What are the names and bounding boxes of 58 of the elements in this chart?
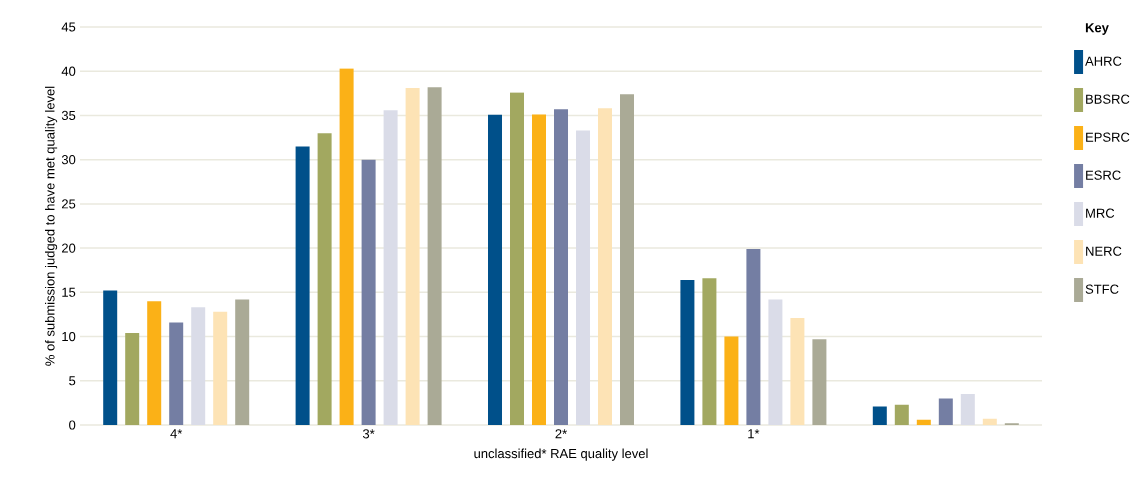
bar <box>680 279 695 425</box>
bar <box>191 307 206 425</box>
bar <box>702 278 717 425</box>
legend-label: STFC <box>1085 284 1119 294</box>
bar <box>746 249 761 425</box>
x-axis-title: unclassified* RAE quality level <box>474 448 648 461</box>
x-tick-label: 1* <box>748 429 760 439</box>
bar <box>554 109 569 425</box>
legend-label: MRC <box>1086 208 1115 218</box>
bar <box>598 108 613 425</box>
bar <box>488 114 503 425</box>
bar <box>938 398 953 425</box>
bar <box>103 290 118 425</box>
bar <box>510 92 525 425</box>
bar <box>383 110 398 425</box>
legend-label: NERC <box>1086 246 1122 256</box>
bar <box>982 418 997 425</box>
bar <box>317 133 332 425</box>
y-tick-label: 25 <box>62 199 76 209</box>
bar <box>790 317 805 425</box>
bar <box>916 419 931 425</box>
bar <box>620 94 635 425</box>
y-tick-label: 0 <box>69 420 76 430</box>
y-tick-label: 40 <box>61 66 76 76</box>
legend-label: ESRC <box>1086 170 1121 180</box>
bar <box>532 114 547 425</box>
legend-label: EPSRC <box>1086 132 1130 142</box>
bar <box>768 299 783 425</box>
x-tick-label: 2* <box>555 429 567 439</box>
y-tick-label: 10 <box>62 331 76 342</box>
bar <box>295 146 310 425</box>
bar <box>405 88 420 425</box>
bar <box>872 406 887 425</box>
bar <box>125 333 140 425</box>
legend-label: BBSRC <box>1086 94 1130 104</box>
bar <box>576 130 591 425</box>
x-tick-label: 4* <box>170 429 183 439</box>
legend-title: Key <box>1085 23 1109 35</box>
y-tick-label: 35 <box>61 110 76 121</box>
bar <box>427 87 442 425</box>
bar <box>960 394 975 425</box>
x-tick-label: 3* <box>362 429 375 439</box>
y-tick-label: 5 <box>69 376 76 386</box>
y-tick-label: 30 <box>61 155 76 165</box>
bar <box>894 404 909 425</box>
bar <box>213 311 228 425</box>
y-tick-label: 45 <box>61 22 76 32</box>
y-tick-label: 15 <box>62 287 76 297</box>
bar <box>339 68 354 425</box>
bar <box>724 336 739 425</box>
y-tick-label: 20 <box>62 243 76 253</box>
y-axis-title: % of submission judged to have met quality level <box>45 86 58 366</box>
bar <box>147 301 162 425</box>
legend-label: AHRC <box>1085 56 1122 66</box>
bar <box>235 299 250 425</box>
bar <box>361 159 376 425</box>
bar <box>812 339 827 425</box>
bar <box>169 322 184 425</box>
